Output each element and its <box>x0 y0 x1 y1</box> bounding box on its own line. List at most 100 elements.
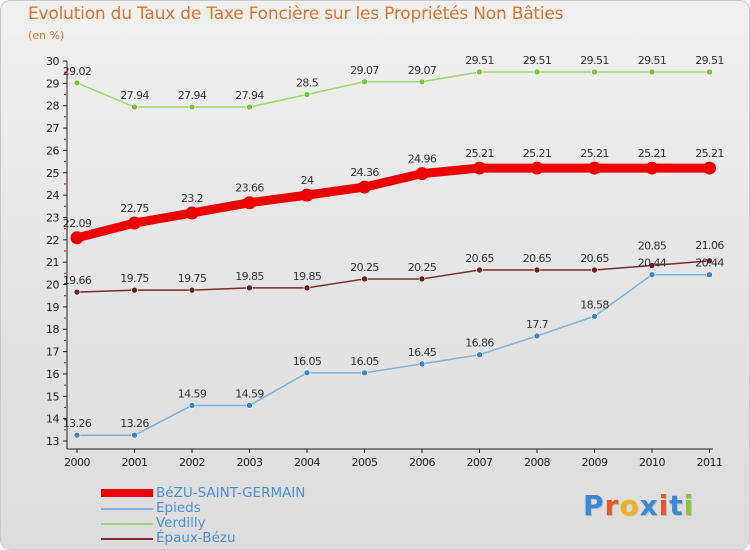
data-point <box>591 68 598 76</box>
legend-item-epaux-bezu: Épaux-Bézu <box>101 530 361 546</box>
data-label: 19.75 <box>178 272 207 285</box>
data-label: 24.96 <box>408 153 437 166</box>
data-point <box>588 161 601 175</box>
data-point <box>188 286 196 294</box>
data-label: 25.21 <box>465 147 494 160</box>
data-label: 13.26 <box>63 417 92 430</box>
data-point <box>246 103 253 111</box>
x-tick-label: 2011 <box>697 456 723 469</box>
x-tick-label: 2005 <box>352 456 378 469</box>
data-point <box>361 369 368 377</box>
data-label: 16.05 <box>293 355 322 368</box>
data-label: 24 <box>301 174 314 187</box>
logo-letter: r <box>604 489 620 522</box>
data-label: 17.7 <box>526 318 549 331</box>
data-point <box>533 266 541 274</box>
data-point <box>648 271 656 278</box>
data-point <box>303 369 311 377</box>
x-tick-label: 2009 <box>582 456 608 469</box>
data-label: 27.94 <box>120 89 149 102</box>
logo-letter: o <box>619 489 640 522</box>
data-point <box>131 286 138 294</box>
data-point <box>73 431 81 439</box>
data-label: 14.59 <box>235 387 264 400</box>
legend-label: Verdilly <box>156 515 206 531</box>
data-point <box>246 402 253 409</box>
data-label: 29.51 <box>638 54 667 67</box>
data-point <box>645 161 659 175</box>
proxiti-logo: Proxiti <box>583 489 694 522</box>
data-point <box>185 206 199 220</box>
data-point <box>361 78 368 86</box>
y-tick-label: 14 <box>46 413 59 426</box>
data-point <box>530 161 544 175</box>
data-point <box>246 284 253 292</box>
data-label: 13.26 <box>120 417 149 430</box>
y-tick-label: 16 <box>46 368 59 381</box>
data-label: 20.25 <box>408 261 437 274</box>
data-point <box>591 266 598 274</box>
data-label: 18.58 <box>580 298 609 311</box>
legend-swatch <box>101 523 153 525</box>
data-point <box>73 288 81 296</box>
x-tick-label: 2007 <box>467 456 493 469</box>
y-axis-unit: (en %) <box>28 29 65 42</box>
x-tick-label: 2008 <box>524 456 550 469</box>
data-point <box>73 79 81 87</box>
data-point <box>476 68 483 76</box>
x-tick-label: 2000 <box>64 456 90 469</box>
x-tick-label: 2001 <box>122 456 148 469</box>
logo-letter: P <box>583 489 605 522</box>
data-point <box>303 284 311 292</box>
data-point <box>706 271 713 278</box>
series-line-1 <box>72 163 714 243</box>
data-point <box>415 167 429 181</box>
data-point <box>303 91 311 98</box>
data-point <box>188 103 196 111</box>
data-label: 19.85 <box>235 270 264 283</box>
data-point <box>476 266 483 274</box>
data-point <box>476 351 483 359</box>
data-label: 16.05 <box>350 355 379 368</box>
logo-letter: i <box>683 489 695 522</box>
chart-title: Evolution du Taux de Taxe Foncière sur l… <box>28 4 564 24</box>
x-tick-label: 2004 <box>294 456 320 469</box>
data-label: 25.21 <box>638 147 667 160</box>
data-point <box>70 231 84 245</box>
data-label: 23.66 <box>235 182 264 195</box>
y-tick-label: 26 <box>46 144 59 157</box>
data-label: 27.94 <box>235 89 264 102</box>
data-label: 20.85 <box>638 240 667 253</box>
data-label: 29.02 <box>63 65 92 78</box>
data-point <box>358 180 371 194</box>
data-label: 29.07 <box>408 64 437 77</box>
x-tick-label: 2003 <box>237 456 263 469</box>
y-tick-label: 20 <box>46 279 59 292</box>
data-label: 16.86 <box>465 337 494 350</box>
y-tick-label: 15 <box>46 390 59 403</box>
series-line-3 <box>76 71 711 108</box>
series-line-4 <box>76 260 711 293</box>
data-label: 20.65 <box>523 252 552 265</box>
data-label: 22.75 <box>120 202 149 215</box>
data-label: 19.85 <box>293 270 322 283</box>
data-label: 23.2 <box>181 192 203 205</box>
data-point <box>243 196 256 210</box>
data-point <box>706 68 713 76</box>
x-tick-label: 2002 <box>179 456 205 469</box>
series-line-2 <box>76 273 711 436</box>
data-label: 20.65 <box>580 252 609 265</box>
data-label: 29.51 <box>465 54 494 67</box>
legend-swatch <box>101 508 153 510</box>
data-label: 28.5 <box>296 77 319 90</box>
data-point <box>706 257 713 265</box>
data-point <box>128 216 141 230</box>
y-tick-label: 23 <box>46 211 59 224</box>
legend-label: Epieds <box>156 500 201 516</box>
legend-swatch <box>101 489 153 497</box>
data-label: 14.59 <box>178 387 207 400</box>
y-tick-label: 21 <box>46 256 59 269</box>
data-label: 20.44 <box>638 257 667 270</box>
